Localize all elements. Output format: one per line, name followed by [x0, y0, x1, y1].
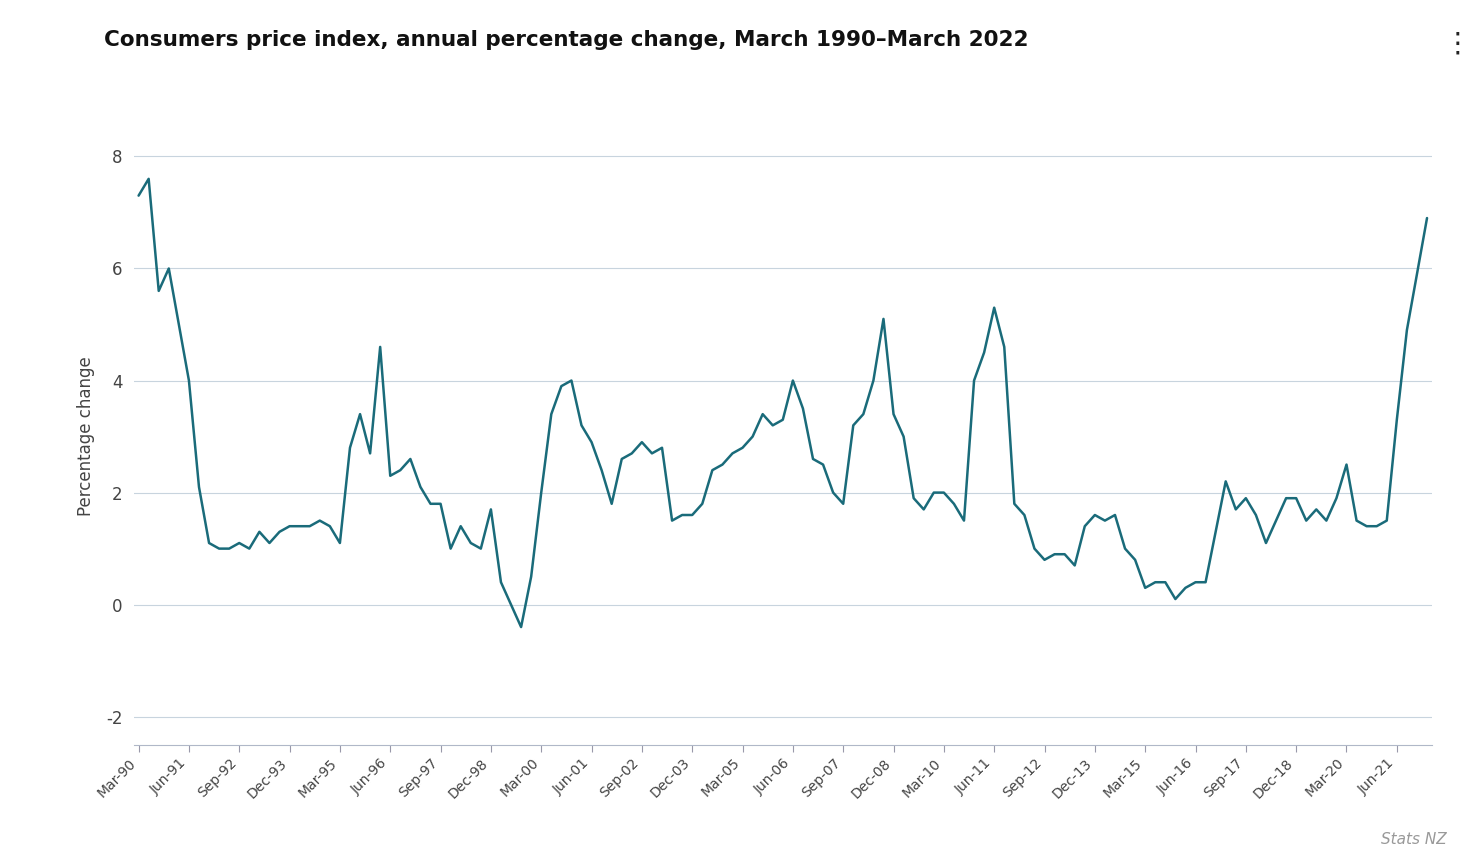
Y-axis label: Percentage change: Percentage change: [77, 357, 95, 516]
Text: ⋮: ⋮: [1444, 30, 1471, 58]
Text: Stats NZ: Stats NZ: [1382, 832, 1447, 847]
Text: Consumers price index, annual percentage change, March 1990–March 2022: Consumers price index, annual percentage…: [104, 30, 1028, 50]
